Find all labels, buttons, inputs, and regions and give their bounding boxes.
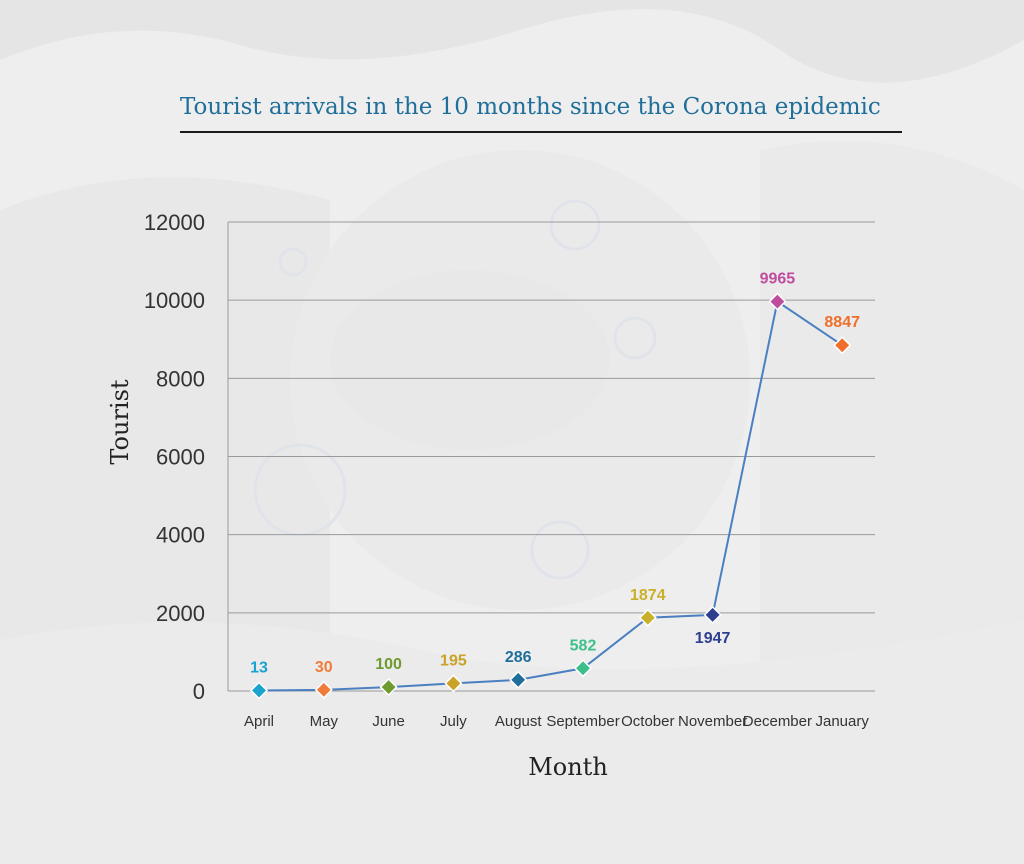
data-label-october: 1874 — [630, 587, 666, 604]
y-tick-label: 8000 — [156, 366, 205, 391]
data-point-july — [444, 674, 463, 693]
x-tick-label: September — [546, 713, 619, 730]
y-tick-label: 12000 — [144, 210, 205, 235]
x-tick-label: July — [440, 713, 467, 730]
x-tick-label: May — [310, 713, 339, 730]
title-underline — [180, 131, 902, 133]
data-label-april: 13 — [250, 659, 268, 676]
data-point-september — [573, 659, 593, 678]
data-point-november — [703, 605, 722, 624]
y-tick-label: 6000 — [156, 445, 205, 470]
x-axis-title: Month — [528, 753, 608, 781]
data-point-april — [249, 681, 269, 700]
chart-title: Tourist arrivals in the 10 months since … — [180, 94, 881, 120]
data-point-october — [638, 608, 657, 627]
data-label-may: 30 — [315, 659, 333, 676]
x-tick-label: August — [495, 713, 543, 730]
x-tick-label: June — [372, 713, 405, 730]
data-label-july: 195 — [440, 652, 467, 669]
gridlines — [227, 221, 875, 692]
y-axis-title: Tourist — [106, 379, 134, 465]
data-labels: 13 30 100 195 286 582 1874 1947 9965 8847 — [250, 271, 860, 677]
x-axis-ticks: April May June July August September October No… — [244, 713, 869, 730]
x-tick-label: October — [621, 713, 674, 730]
data-markers — [249, 292, 852, 700]
data-label-november: 1947 — [695, 630, 731, 647]
data-label-june: 100 — [375, 656, 402, 673]
data-point-may — [314, 680, 333, 699]
x-tick-label: December — [743, 713, 812, 730]
data-point-january — [833, 336, 852, 355]
x-tick-label: January — [816, 713, 870, 730]
x-tick-label: November — [678, 713, 747, 730]
series-line — [258, 299, 843, 692]
y-axis-ticks: 0 2000 4000 6000 8000 10000 12000 — [144, 210, 205, 704]
data-point-june — [379, 678, 398, 697]
data-point-august — [509, 670, 528, 689]
y-tick-label: 0 — [193, 679, 205, 704]
data-label-august: 286 — [505, 649, 532, 666]
data-label-december: 9965 — [760, 271, 796, 288]
y-tick-label: 4000 — [156, 523, 205, 548]
y-tick-label: 2000 — [156, 601, 205, 626]
y-tick-label: 10000 — [144, 288, 205, 313]
data-label-september: 582 — [570, 637, 597, 654]
data-point-december — [768, 292, 787, 311]
data-label-january: 8847 — [824, 314, 860, 331]
x-tick-label: April — [244, 713, 274, 730]
